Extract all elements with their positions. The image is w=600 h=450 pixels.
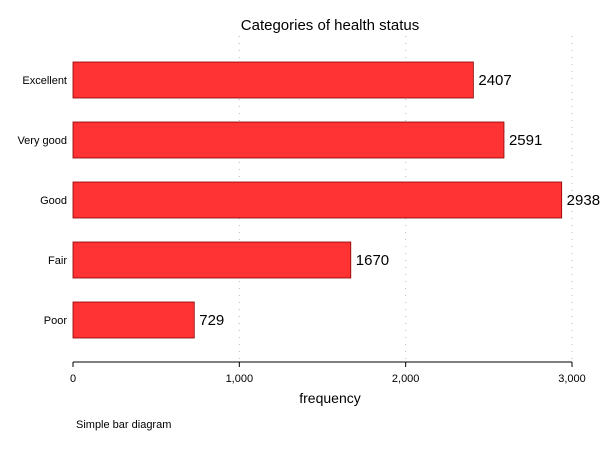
value-labels: 2407 2591 2938 1670 729 xyxy=(199,72,600,329)
category-label: Good xyxy=(40,195,67,207)
category-label: Excellent xyxy=(22,75,67,87)
category-label: Poor xyxy=(44,315,68,327)
bars-group xyxy=(72,61,563,339)
bar xyxy=(72,181,563,219)
value-label: 1670 xyxy=(356,252,389,269)
x-axis-label: frequency xyxy=(299,390,360,406)
value-label: 2407 xyxy=(478,72,511,89)
category-label: Very good xyxy=(17,135,67,147)
x-tick-label: 0 xyxy=(70,373,76,385)
x-tick-label: 2,000 xyxy=(392,373,420,385)
category-labels: Excellent Very good Good Fair Poor xyxy=(17,75,67,327)
bar xyxy=(72,121,505,159)
x-tick-label: 1,000 xyxy=(226,373,254,385)
chart-note: Simple bar diagram xyxy=(76,419,171,431)
value-label: 729 xyxy=(199,312,224,329)
value-label: 2591 xyxy=(509,132,542,149)
x-ticks: 0 1,000 2,000 3,000 xyxy=(70,362,586,385)
category-label: Fair xyxy=(48,255,67,267)
bar xyxy=(72,61,474,99)
bar xyxy=(72,241,352,279)
value-label: 2938 xyxy=(567,192,600,209)
x-tick-label: 3,000 xyxy=(558,373,586,385)
bar xyxy=(72,301,195,339)
chart-title: Categories of health status xyxy=(241,17,419,34)
